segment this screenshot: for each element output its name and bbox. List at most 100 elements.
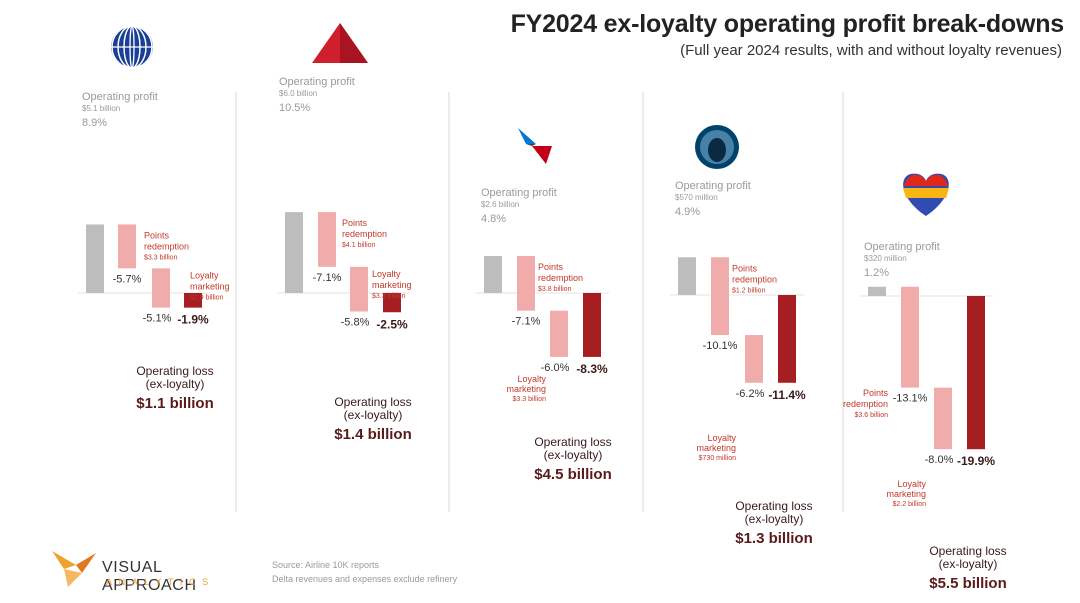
southwest-points-amount: $3.6 billion <box>855 412 889 419</box>
southwest-loss-amount: $5.5 billion <box>929 575 1007 592</box>
american-bar-operating-loss <box>583 293 601 357</box>
alaska-bar-points-redemption <box>711 257 729 336</box>
united-loss-label-1: Operating loss <box>136 364 213 378</box>
united-bar-operating-loss <box>184 293 202 308</box>
american-profit-value: 4.8% <box>481 213 506 225</box>
brand-subname: ANALYTICS <box>106 577 215 587</box>
american-bar-operating-profit <box>484 256 502 293</box>
alaska-loss-amount: $1.3 billion <box>735 530 813 547</box>
delta-bar-points-redemption <box>318 212 336 267</box>
american-bar-points-redemption <box>517 256 535 311</box>
southwest-loyalty-label-2: marketing <box>886 489 926 499</box>
brand-name: VISUAL APPROACH <box>102 559 197 594</box>
united-loyalty-label-2: marketing <box>190 281 230 291</box>
alaska-bar-loyalty-marketing <box>745 335 763 383</box>
alaska-loss-value: -11.4% <box>768 388 806 402</box>
southwest-loss-label-2: (ex-loyalty) <box>939 557 998 571</box>
american-profit-label: Operating profit <box>481 187 557 199</box>
united-profit-value: 8.9% <box>82 117 107 129</box>
american-loss-label-1: Operating loss <box>534 435 611 449</box>
delta-points-label-2: redemption <box>342 229 387 239</box>
chart-subtitle: (Full year 2024 results, with and withou… <box>680 42 1062 59</box>
alaska-bar-operating-loss <box>778 295 796 383</box>
united-loss-amount: $1.1 billion <box>136 395 214 412</box>
american-wing-red <box>532 146 552 164</box>
alaska-points-label-2: redemption <box>732 274 777 284</box>
united-loss-value: -1.9% <box>177 313 209 327</box>
alaska-points-label-1: Points <box>732 263 758 273</box>
source-line-1: Source: Airline 10K reports <box>272 560 380 570</box>
chart-title: FY2024 ex-loyalty operating profit break… <box>510 10 1065 38</box>
american-logo-icon <box>518 128 552 164</box>
brand-bird-icon <box>52 551 96 587</box>
american-loyalty-value: -6.0% <box>541 362 570 374</box>
southwest-points-label-1: Points <box>863 388 889 398</box>
delta-loyalty-label-1: Loyalty <box>372 269 401 279</box>
southwest-loyalty-label-1: Loyalty <box>897 479 926 489</box>
american-bar-loyalty-marketing <box>550 310 568 357</box>
united-points-amount: $3.3 billion <box>144 254 178 261</box>
alaska-loss-label-2: (ex-loyalty) <box>745 512 804 526</box>
united-bar-points-redemption <box>118 224 136 269</box>
delta-loyalty-label-2: marketing <box>372 280 412 290</box>
delta-loss-amount: $1.4 billion <box>334 426 412 443</box>
american-points-amount: $3.8 billion <box>538 286 572 293</box>
southwest-logo-icon <box>903 173 949 216</box>
alaska-bar-operating-profit <box>678 257 696 295</box>
united-bar-loyalty-marketing <box>152 268 170 308</box>
southwest-profit-value: 1.2% <box>864 267 889 279</box>
southwest-bar-operating-loss <box>967 296 985 450</box>
alaska-face-head <box>708 138 726 162</box>
american-points-value: -7.1% <box>512 316 541 328</box>
alaska-loyalty-label-1: Loyalty <box>707 433 736 443</box>
delta-loss-value: -2.5% <box>376 317 408 331</box>
delta-logo-icon <box>312 23 368 63</box>
united-loyalty-amount: $2.9 billion <box>190 294 224 301</box>
southwest-points-label-2: redemption <box>843 399 888 409</box>
delta-points-amount: $4.1 billion <box>342 242 376 249</box>
alaska-profit-label: Operating profit <box>675 180 751 192</box>
delta-bar-operating-profit <box>285 212 303 293</box>
united-profit-label: Operating profit <box>82 91 158 103</box>
delta-triangle-shade <box>340 23 368 63</box>
delta-profit-label: Operating profit <box>279 76 355 88</box>
american-loss-amount: $4.5 billion <box>534 466 612 483</box>
alaska-points-amount: $1.2 billion <box>732 287 766 294</box>
southwest-bar-loyalty-marketing <box>934 387 952 450</box>
delta-loss-label-2: (ex-loyalty) <box>344 408 403 422</box>
american-loyalty-label-2: marketing <box>506 384 546 394</box>
united-loyalty-value: -5.1% <box>143 313 172 325</box>
alaska-loss-label-1: Operating loss <box>735 499 812 513</box>
delta-profit-amount: $6.0 billion <box>279 89 317 98</box>
southwest-profit-label: Operating profit <box>864 241 940 253</box>
united-points-label-1: Points <box>144 230 170 240</box>
southwest-loyalty-amount: $2.2 billion <box>893 501 927 508</box>
united-logo-icon <box>111 25 153 69</box>
american-wing-grey <box>526 144 536 146</box>
delta-bar-loyalty-marketing <box>350 266 368 312</box>
delta-profit-value: 10.5% <box>279 102 310 114</box>
delta-loyalty-value: -5.8% <box>341 316 370 328</box>
southwest-bar-operating-profit <box>868 286 886 296</box>
american-loss-value: -8.3% <box>576 362 608 376</box>
southwest-loss-label-1: Operating loss <box>929 544 1006 558</box>
alaska-loyalty-value: -6.2% <box>736 388 765 400</box>
united-profit-amount: $5.1 billion <box>82 104 120 113</box>
united-loss-label-2: (ex-loyalty) <box>146 377 205 391</box>
alaska-logo-icon <box>695 125 739 169</box>
source-line-2: Delta revenues and expenses exclude refi… <box>272 574 458 584</box>
alaska-points-value: -10.1% <box>703 340 738 352</box>
american-loyalty-amount: $3.3 billion <box>513 396 547 403</box>
brand-logo: VISUAL APPROACH ANALYTICS <box>50 545 260 594</box>
american-loss-label-2: (ex-loyalty) <box>544 448 603 462</box>
united-bar-operating-profit <box>86 224 104 293</box>
united-loyalty-label-1: Loyalty <box>190 270 219 280</box>
southwest-loyalty-value: -8.0% <box>925 454 954 466</box>
alaska-loyalty-label-2: marketing <box>696 443 736 453</box>
southwest-points-value: -13.1% <box>893 393 928 405</box>
delta-points-label-1: Points <box>342 218 368 228</box>
delta-points-value: -7.1% <box>313 272 342 284</box>
delta-loss-label-1: Operating loss <box>334 395 411 409</box>
delta-bar-operating-loss <box>383 293 401 313</box>
southwest-loss-value: -19.9% <box>957 454 995 468</box>
